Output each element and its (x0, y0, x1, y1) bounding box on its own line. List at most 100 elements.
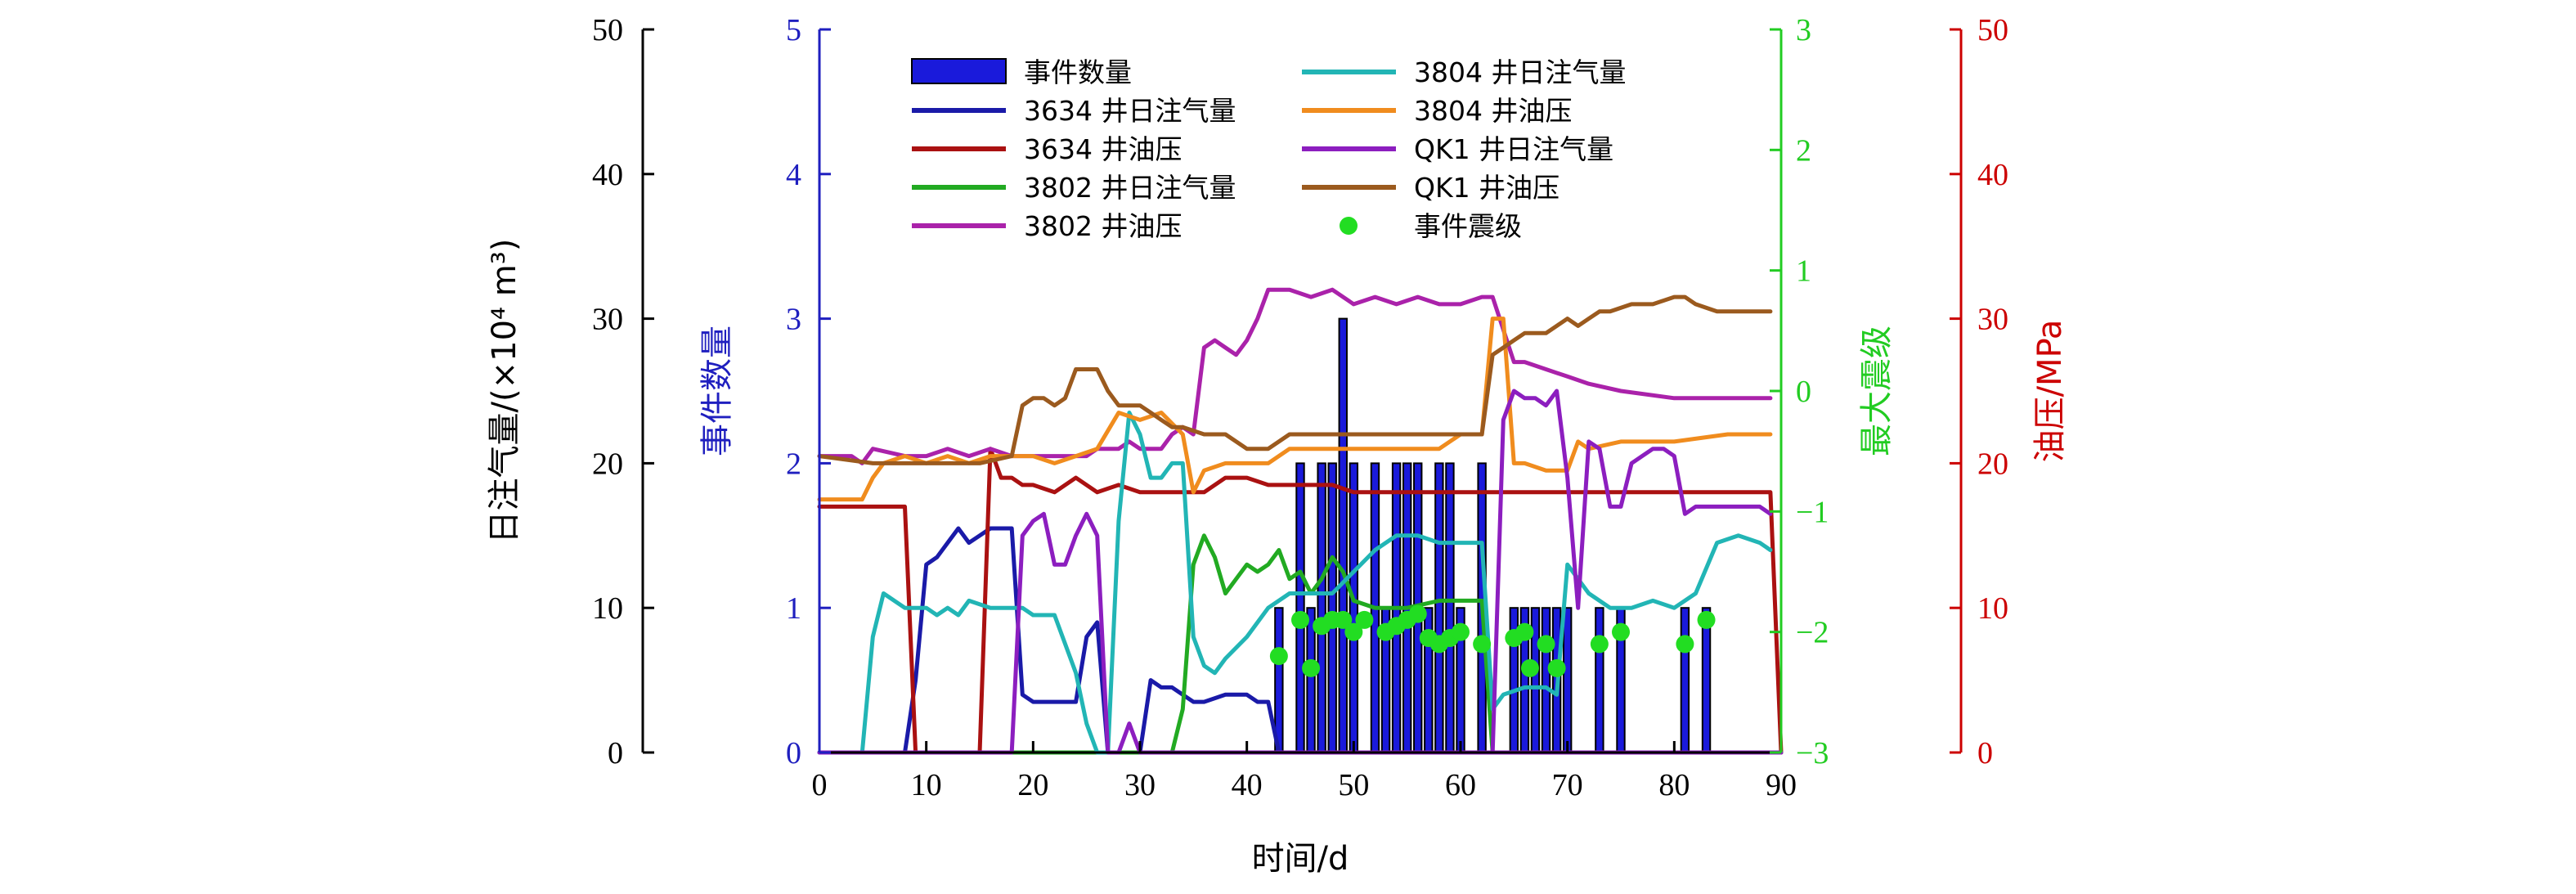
magnitude-point (1590, 635, 1609, 654)
right2-tick-label: 20 (1977, 447, 2008, 481)
left2-axis-title: 事件数量 (698, 326, 736, 456)
left2-tick-label: 2 (786, 447, 801, 481)
right2-tick-label: 50 (1977, 13, 2008, 47)
magnitude-point (1697, 610, 1716, 629)
magnitude-point (1473, 635, 1492, 654)
left1-tick-label: 50 (592, 13, 623, 47)
x-tick-label: 70 (1552, 768, 1583, 802)
right1-tick-label: −3 (1796, 736, 1829, 770)
legend-item-bars: 事件数量 (911, 56, 1132, 88)
legend-label: 事件数量 (1024, 56, 1132, 88)
right1-tick-label: −2 (1796, 616, 1829, 650)
x-axis-title: 时间/d (1252, 840, 1349, 878)
bar (1541, 607, 1551, 754)
legend-label: 3634 井油压 (1024, 133, 1182, 165)
x-tick-label: 90 (1766, 768, 1797, 802)
magnitude-point (1291, 610, 1309, 629)
right1-tick-label: 2 (1796, 133, 1811, 168)
series-line-p3802 (817, 287, 1773, 465)
x-tick-label: 80 (1658, 768, 1690, 802)
series-line-gQK1 (817, 511, 1784, 755)
bar (1434, 462, 1444, 754)
x-tick-label: 40 (1232, 768, 1263, 802)
legend-label: 3802 井油压 (1024, 210, 1182, 242)
legend-item-g3802: 3802 井日注气量 (912, 172, 1236, 204)
left2-tick-label: 5 (786, 13, 801, 47)
left1-tick-label: 0 (608, 736, 623, 770)
left1-tick-label: 20 (592, 447, 623, 481)
left2-tick-label: 0 (786, 736, 801, 770)
bar (1701, 607, 1712, 754)
axes: 0 10 20 30 40 50 60 70 80 90时间/d01020304050日注气量/(… (486, 13, 2069, 878)
legend-item-mag: 事件震级 (1340, 210, 1522, 242)
bar (1445, 462, 1455, 754)
right2-tick-label: 30 (1977, 303, 2008, 337)
right2-axis-title: 油压/MPa (2031, 320, 2069, 463)
right1-tick-label: 1 (1796, 254, 1811, 289)
right1-tick-label: −1 (1796, 495, 1829, 529)
right1-axis-title: 最大震级 (1858, 326, 1896, 456)
bar (1327, 462, 1337, 754)
right2-tick-label: 0 (1977, 736, 1993, 770)
magnitude-point (1547, 658, 1566, 677)
right1-tick-label: 0 (1796, 375, 1811, 409)
legend-label: 3804 井油压 (1414, 95, 1572, 127)
legend-swatch-bar (911, 58, 1007, 84)
series-line-pQK1 (817, 294, 1773, 465)
x-tick-label: 20 (1017, 768, 1048, 802)
magnitude-points (1269, 604, 1716, 677)
x-tick-label: 30 (1124, 768, 1156, 802)
legend-label: 3634 井日注气量 (1024, 95, 1236, 127)
magnitude-point (1302, 658, 1321, 677)
bar (1338, 317, 1348, 754)
legend-item-pQK1: QK1 井油压 (1302, 172, 1560, 204)
series-line-g3802 (817, 533, 1784, 755)
left1-tick-label: 30 (592, 303, 623, 337)
bar (1295, 462, 1305, 754)
legend-item-p3804: 3804 井油压 (1302, 95, 1572, 127)
legend-label: 3802 井日注气量 (1024, 172, 1236, 204)
magnitude-point (1344, 622, 1363, 641)
legend-label: 事件震级 (1414, 210, 1522, 242)
legend-item-p3634: 3634 井油压 (912, 133, 1182, 165)
series-line-gQK1b (1479, 389, 1773, 755)
legend: 事件数量 3634 井日注气量 3634 井油压 3802 井日注气量 3802 井油压… (911, 56, 1626, 242)
magnitude-point (1269, 647, 1288, 666)
legend-item-g3804: 3804 井日注气量 (1302, 56, 1626, 88)
x-tick-label: 50 (1338, 768, 1369, 802)
x-tick-label: 0 (812, 768, 828, 802)
right2-tick-label: 40 (1977, 158, 2008, 192)
bar (1680, 607, 1690, 754)
magnitude-point (1537, 635, 1555, 654)
magnitude-point (1676, 635, 1694, 654)
legend-label: QK1 井日注气量 (1414, 133, 1613, 165)
magnitude-point (1408, 604, 1427, 623)
right1-tick-label: 3 (1796, 13, 1811, 47)
magnitude-point (1334, 610, 1353, 629)
left1-tick-label: 40 (592, 158, 623, 192)
legend-item-gQK1: QK1 井日注气量 (1302, 133, 1613, 165)
magnitude-point (1355, 610, 1374, 629)
legend-swatch-point (1340, 217, 1358, 235)
left2-tick-label: 4 (786, 158, 801, 192)
left2-tick-label: 3 (786, 303, 801, 337)
magnitude-point (1452, 622, 1470, 641)
left2-tick-label: 1 (786, 591, 801, 626)
legend-item-p3802: 3802 井油压 (912, 210, 1182, 242)
legend-item-g3634: 3634 井日注气量 (912, 95, 1236, 127)
magnitude-point (1515, 622, 1534, 641)
bar (1595, 607, 1604, 754)
x-tick-label: 60 (1445, 768, 1476, 802)
legend-label: QK1 井油压 (1414, 172, 1560, 204)
bar (1317, 462, 1326, 754)
legend-label: 3804 井日注气量 (1414, 56, 1626, 88)
magnitude-point (1520, 658, 1539, 677)
bar (1562, 607, 1573, 754)
left1-tick-label: 10 (592, 591, 623, 626)
bar (1349, 462, 1359, 754)
right2-tick-label: 10 (1977, 591, 2008, 626)
magnitude-point (1612, 622, 1630, 641)
left1-axis-title: 日注气量/(×10⁴ m³) (486, 239, 523, 544)
series-line-p3804 (817, 317, 1773, 502)
